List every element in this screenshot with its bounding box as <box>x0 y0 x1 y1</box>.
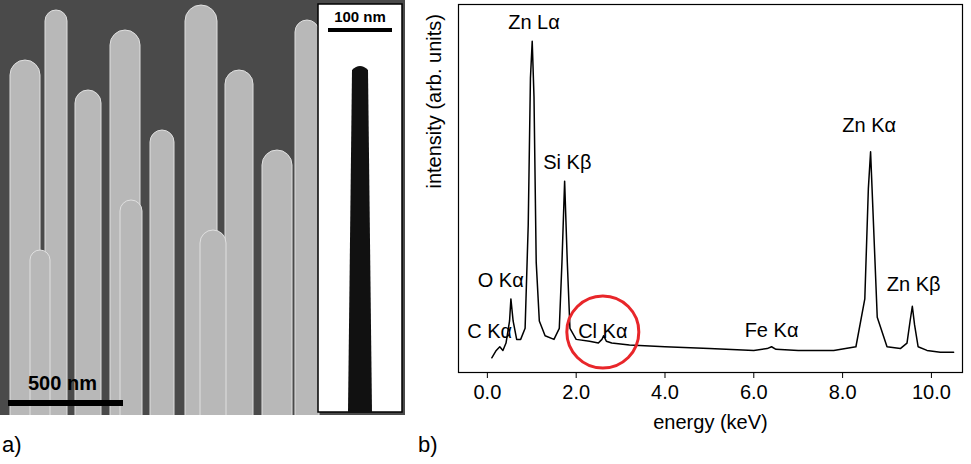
svg-text:C Kα: C Kα <box>467 320 512 342</box>
svg-text:Zn Kα: Zn Kα <box>842 114 896 136</box>
svg-text:energy (keV): energy (keV) <box>653 411 768 433</box>
svg-text:intensity (arb. units): intensity (arb. units) <box>423 14 445 189</box>
svg-text:100 nm: 100 nm <box>334 8 386 25</box>
svg-text:8.0: 8.0 <box>829 381 857 403</box>
html-text:b): b) <box>418 432 438 457</box>
svg-text:6.0: 6.0 <box>740 381 768 403</box>
svg-text:O Kα: O Kα <box>478 269 524 291</box>
svg-text:0.0: 0.0 <box>473 381 501 403</box>
svg-text:Zn Lα: Zn Lα <box>508 11 560 33</box>
html-text:a): a) <box>2 432 22 457</box>
svg-text:10.0: 10.0 <box>912 381 951 403</box>
svg-text:4.0: 4.0 <box>651 381 679 403</box>
svg-text:Cl Kα: Cl Kα <box>578 320 627 342</box>
svg-text:Zn Kβ: Zn Kβ <box>887 273 941 295</box>
svg-text:Si Kβ: Si Kβ <box>543 151 591 173</box>
svg-text:Fe Kα: Fe Kα <box>745 319 799 341</box>
svg-text:500 nm: 500 nm <box>28 372 97 394</box>
svg-text:2.0: 2.0 <box>562 381 590 403</box>
